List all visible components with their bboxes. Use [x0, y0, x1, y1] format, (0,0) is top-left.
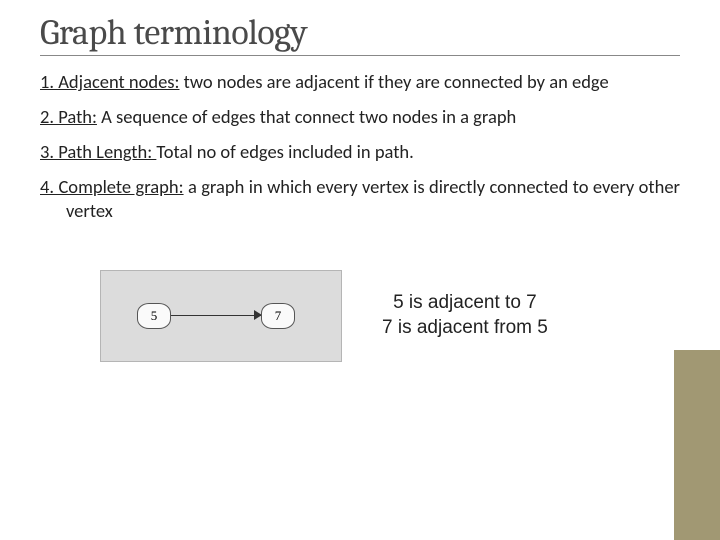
node-7: 7: [261, 303, 295, 329]
figure-row: 5 7 5 is adjacent to 7 7 is adjacent fro…: [40, 270, 680, 362]
decorative-sidebar: [674, 350, 720, 540]
page-title: Graph terminology: [40, 12, 680, 56]
text-path-length: Total no of edges included in path.: [156, 140, 413, 163]
caption-line-2: 7 is adjacent from 5: [382, 316, 548, 341]
term-adjacent: 1. Adjacent nodes:: [40, 70, 179, 93]
term-path: 2. Path:: [40, 105, 97, 128]
term-complete-graph: 4. Complete graph:: [40, 175, 184, 198]
definition-path-length: 3. Path Length: Total no of edges includ…: [40, 140, 680, 163]
graph-diagram: 5 7: [100, 270, 342, 362]
text-path: A sequence of edges that connect two nod…: [97, 105, 516, 128]
slide: Graph terminology 1. Adjacent nodes: two…: [0, 0, 720, 540]
text-adjacent: two nodes are adjacent if they are conne…: [179, 70, 608, 93]
edge-line: [170, 315, 261, 316]
caption-line-1: 5 is adjacent to 7: [382, 291, 548, 316]
definition-path: 2. Path: A sequence of edges that connec…: [40, 105, 680, 128]
definition-adjacent: 1. Adjacent nodes: two nodes are adjacen…: [40, 70, 680, 93]
node-5: 5: [137, 303, 171, 329]
term-path-length: 3. Path Length:: [40, 140, 156, 163]
diagram-caption: 5 is adjacent to 7 7 is adjacent from 5: [382, 291, 548, 340]
definitions-block: 1. Adjacent nodes: two nodes are adjacen…: [40, 70, 680, 222]
definition-complete-graph: 4. Complete graph: a graph in which ever…: [40, 175, 680, 221]
